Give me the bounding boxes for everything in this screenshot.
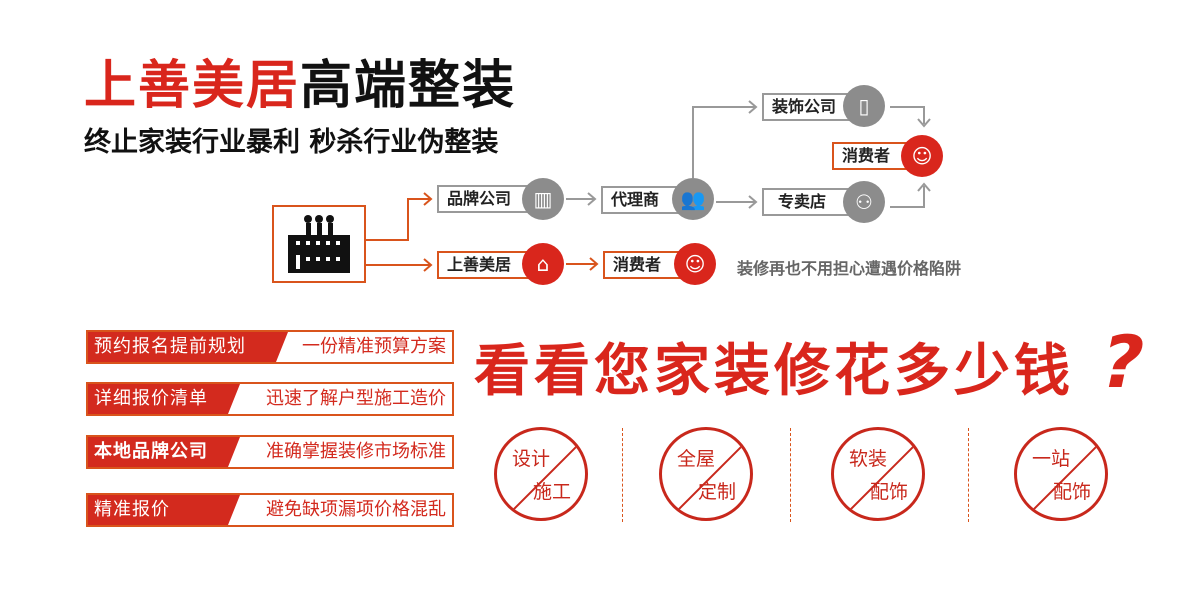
divider: [622, 428, 623, 522]
consumer-avatar-icon: ☺: [674, 243, 716, 285]
node-brand-company: 品牌公司: [437, 185, 537, 213]
feature-label: 精准报价: [88, 495, 240, 525]
no-stamp: 全屋定制: [659, 427, 753, 521]
no-stamp: 一站配饰: [1014, 427, 1108, 521]
feature-desc: 迅速了解户型施工造价: [266, 388, 446, 409]
feature-desc: 一份精准预算方案: [302, 336, 446, 357]
feature-row: 精准报价 避免缺项漏项价格混乱: [86, 493, 454, 527]
node-decoration-company: 装饰公司: [762, 93, 858, 121]
page-title: 上善美居高端整装: [84, 56, 516, 116]
house-icon: ⌂: [522, 243, 564, 285]
stamp-bottom-text: 配饰: [869, 481, 908, 503]
buildings-icon: ▥: [522, 178, 564, 220]
flow-note: 装修再也不用担心遭遇价格陷阱: [737, 259, 962, 278]
node-store: 专卖店: [762, 188, 858, 216]
stamp-bottom-text: 定制: [697, 481, 736, 503]
brand-name: 上善美居: [84, 56, 301, 116]
node-shangshan: 上善美居: [437, 251, 537, 279]
stamp-top-text: 一站: [1032, 448, 1071, 470]
feature-row: 本地品牌公司 准确掌握装修市场标准: [86, 435, 454, 469]
headline: 看看您家装修花多少钱: [474, 338, 1074, 404]
feature-label: 详细报价清单: [88, 384, 240, 414]
factory-icon: [288, 215, 350, 273]
store-staff-icon: ⚇: [843, 181, 885, 223]
feature-desc: 准确掌握装修市场标准: [266, 441, 446, 462]
stamp-top-text: 全屋: [677, 448, 716, 470]
no-stamp: 设计施工: [494, 427, 588, 521]
office-building-icon: ▯: [843, 85, 885, 127]
divider: [968, 428, 969, 522]
stamp-top-text: 设计: [512, 448, 551, 470]
title-suffix: 高端整装: [300, 56, 517, 116]
users-icon: 👥: [672, 178, 714, 220]
feature-row: 预约报名提前规划 一份精准预算方案: [86, 330, 454, 364]
no-stamp: 软装配饰: [831, 427, 925, 521]
feature-label: 本地品牌公司: [88, 437, 240, 467]
stamp-top-text: 软装: [849, 448, 888, 470]
stamp-bottom-text: 配饰: [1052, 481, 1091, 503]
consumer-avatar-icon: ☺: [901, 135, 943, 177]
feature-desc: 避免缺项漏项价格混乱: [266, 499, 446, 520]
stamp-bottom-text: 施工: [532, 481, 571, 503]
factory-box: [272, 205, 366, 283]
feature-row: 详细报价清单 迅速了解户型施工造价: [86, 382, 454, 416]
subtitle: 终止家装行业暴利 秒杀行业伪整装: [84, 127, 499, 158]
divider: [790, 428, 791, 522]
feature-label: 预约报名提前规划: [88, 332, 288, 362]
